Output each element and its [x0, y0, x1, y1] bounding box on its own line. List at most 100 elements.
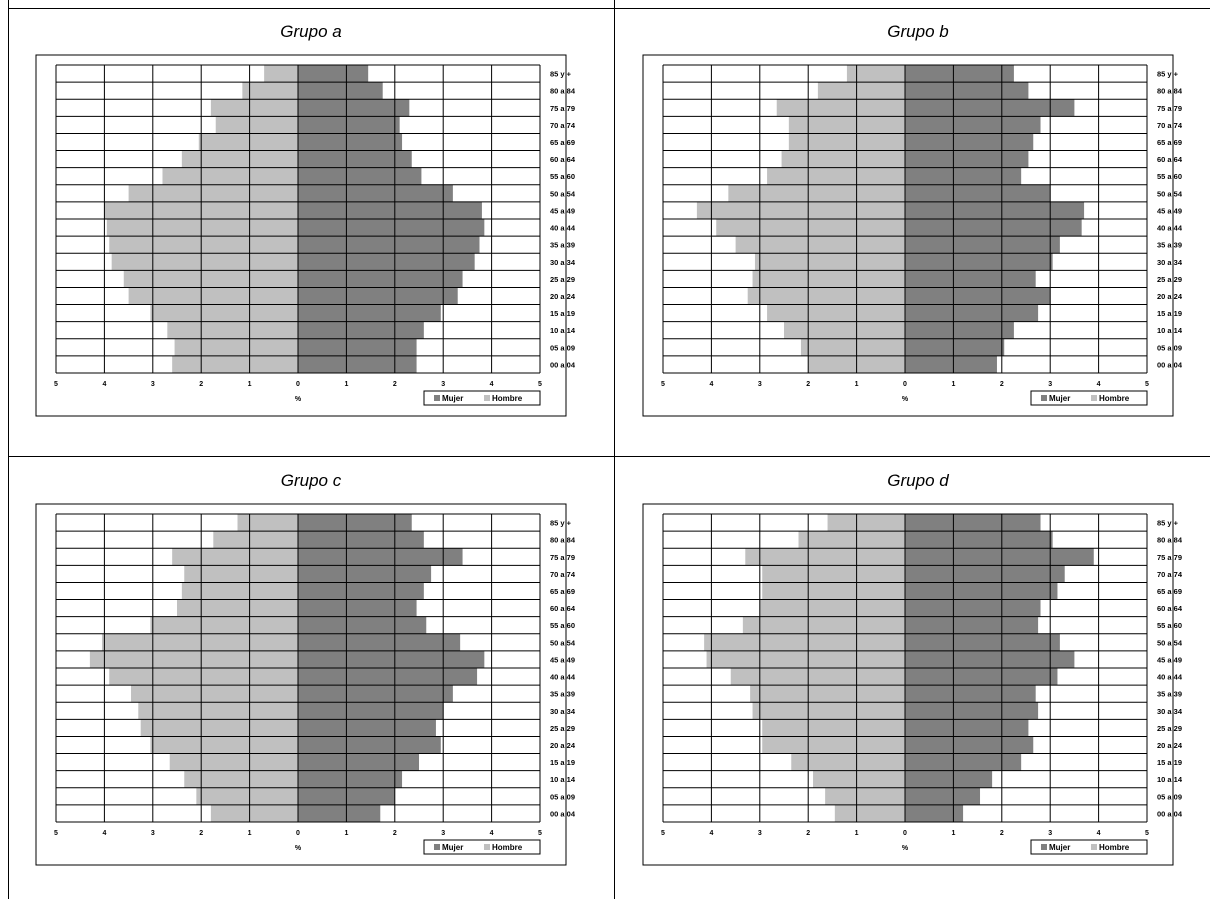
age-group-label: 65 a 69 [550, 138, 575, 147]
bar-mujer [905, 514, 1041, 532]
x-tick-label: 5 [661, 830, 665, 837]
age-group-label: 10 a 14 [550, 775, 576, 784]
x-tick-label: 1 [951, 381, 955, 388]
bar-hombre [827, 514, 905, 532]
bar-mujer [298, 65, 369, 83]
bar-hombre [817, 82, 905, 100]
age-group-label: 45 a 49 [550, 206, 575, 215]
bar-mujer [298, 287, 458, 305]
x-tick-label: 5 [54, 830, 58, 837]
x-tick-label: 1 [951, 830, 955, 837]
x-tick-label: 4 [709, 830, 713, 837]
bar-hombre [706, 650, 905, 668]
bar-hombre [759, 599, 905, 617]
age-group-label: 70 a 74 [550, 570, 576, 579]
bar-mujer [905, 787, 981, 805]
age-group-label: 20 a 24 [1157, 292, 1183, 301]
population-pyramid-chart: 85 y + 80 a 84 75 a 79 70 a 74 65 a 69 60 a 6… [642, 503, 1183, 866]
bar-hombre [788, 133, 905, 151]
bar-hombre [696, 201, 905, 219]
bar-hombre [730, 668, 905, 686]
age-group-label: 20 a 24 [550, 292, 576, 301]
x-tick-label: 1 [855, 381, 859, 388]
bar-hombre [752, 702, 905, 720]
bar-mujer [298, 184, 453, 202]
bar-hombre [242, 82, 298, 100]
x-tick-label: 2 [806, 830, 810, 837]
age-group-label: 05 a 09 [1157, 792, 1182, 801]
legend-swatch-mujer [1041, 844, 1047, 850]
bar-hombre [213, 531, 298, 549]
age-group-label: 50 a 54 [550, 638, 576, 647]
bar-mujer [298, 804, 381, 822]
x-axis-label: % [902, 845, 909, 852]
age-group-label: 55 a 60 [550, 621, 575, 630]
age-group-label: 20 a 24 [1157, 741, 1183, 750]
age-group-label: 30 a 34 [1157, 707, 1183, 716]
bar-hombre [834, 804, 905, 822]
age-group-label: 75 a 79 [1157, 104, 1182, 113]
x-tick-label: 0 [296, 830, 300, 837]
bar-hombre [106, 219, 298, 237]
bar-mujer [905, 270, 1036, 288]
population-pyramid-chart: 85 y + 80 a 84 75 a 79 70 a 74 65 a 69 60 a 6… [35, 503, 576, 866]
bar-mujer [905, 770, 993, 788]
bar-mujer [298, 167, 422, 185]
x-tick-label: 5 [54, 381, 58, 388]
legend-label-mujer: Mujer [442, 843, 463, 852]
x-tick-label: 2 [393, 830, 397, 837]
x-axis-label: % [902, 396, 909, 403]
bar-hombre [846, 65, 905, 83]
bar-mujer [905, 719, 1029, 737]
panel-divider-horizontal [8, 456, 1210, 457]
bar-hombre [123, 270, 298, 288]
bar-mujer [298, 201, 482, 219]
age-group-label: 40 a 44 [550, 224, 576, 233]
age-group-label: 80 a 84 [1157, 87, 1183, 96]
bar-hombre [788, 116, 905, 134]
legend-box [1030, 390, 1148, 406]
bar-mujer [905, 184, 1051, 202]
bar-mujer [298, 736, 441, 754]
legend-label-mujer: Mujer [1049, 843, 1070, 852]
bar-hombre [747, 287, 905, 305]
bar-mujer [905, 702, 1039, 720]
legend-box [423, 390, 541, 406]
bar-hombre [781, 150, 905, 168]
age-group-label: 25 a 29 [1157, 275, 1182, 284]
bar-mujer [298, 702, 444, 720]
bar-mujer [298, 150, 412, 168]
bar-mujer [905, 321, 1014, 339]
age-group-label: 85 y + [550, 519, 572, 528]
x-tick-label: 3 [1048, 830, 1052, 837]
legend-swatch-hombre [484, 844, 490, 850]
chart-title: Grupo c [280, 471, 342, 490]
bar-hombre [762, 565, 905, 583]
bar-mujer [905, 548, 1094, 566]
bar-hombre [762, 719, 905, 737]
bar-mujer [298, 650, 485, 668]
age-group-label: 85 y + [1157, 519, 1179, 528]
x-tick-label: 5 [661, 381, 665, 388]
x-tick-label: 2 [199, 381, 203, 388]
age-group-label: 25 a 29 [1157, 724, 1182, 733]
bar-hombre [111, 253, 298, 271]
bar-mujer [298, 582, 424, 600]
bar-mujer [298, 548, 463, 566]
x-tick-label: 3 [758, 381, 762, 388]
x-tick-label: 2 [806, 381, 810, 388]
bar-hombre [184, 565, 298, 583]
age-group-label: 15 a 19 [550, 758, 575, 767]
x-tick-label: 2 [1000, 381, 1004, 388]
age-group-label: 15 a 19 [550, 309, 575, 318]
legend-swatch-mujer [1041, 395, 1047, 401]
bar-mujer [905, 133, 1034, 151]
bar-mujer [298, 116, 400, 134]
legend-box [1030, 839, 1148, 855]
x-tick-label: 0 [296, 381, 300, 388]
legend-swatch-mujer [434, 395, 440, 401]
age-group-label: 80 a 84 [1157, 536, 1183, 545]
age-group-label: 70 a 74 [550, 121, 576, 130]
bar-mujer [298, 133, 403, 151]
age-group-label: 20 a 24 [550, 741, 576, 750]
